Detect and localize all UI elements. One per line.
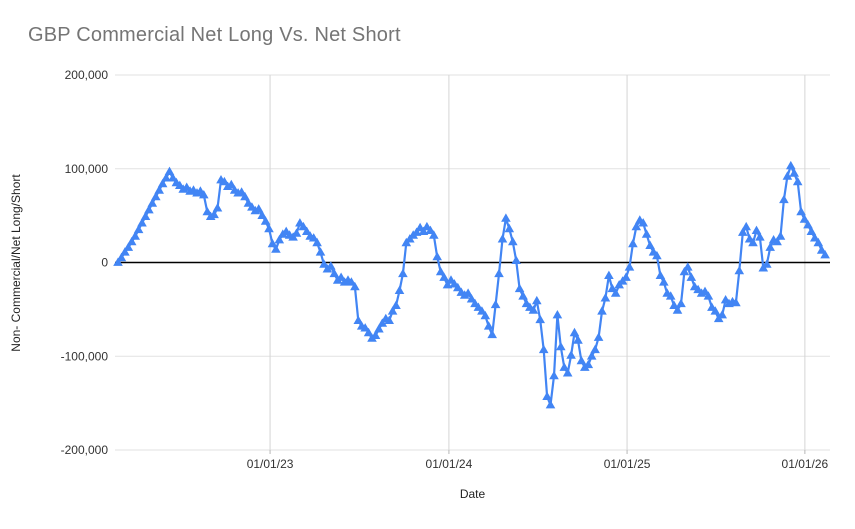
y-tick-label: -100,000 bbox=[61, 349, 109, 363]
x-tick-label: 01/01/26 bbox=[782, 457, 829, 471]
y-axis-title: Non- Commercial/Net Long/Short bbox=[9, 174, 23, 352]
x-tick-label: 01/01/23 bbox=[247, 457, 294, 471]
x-tick-label: 01/01/25 bbox=[604, 457, 651, 471]
x-tick-label: 01/01/24 bbox=[426, 457, 473, 471]
data-line bbox=[117, 164, 826, 407]
chart-title: GBP Commercial Net Long Vs. Net Short bbox=[28, 24, 401, 46]
y-tick-label: -200,000 bbox=[61, 443, 109, 457]
y-tick-label: 0 bbox=[101, 256, 108, 270]
data-point-markers bbox=[113, 160, 830, 409]
y-tick-label: 100,000 bbox=[65, 162, 109, 176]
x-axis-title: Date bbox=[459, 487, 486, 501]
y-tick-label: 200,000 bbox=[65, 68, 109, 82]
